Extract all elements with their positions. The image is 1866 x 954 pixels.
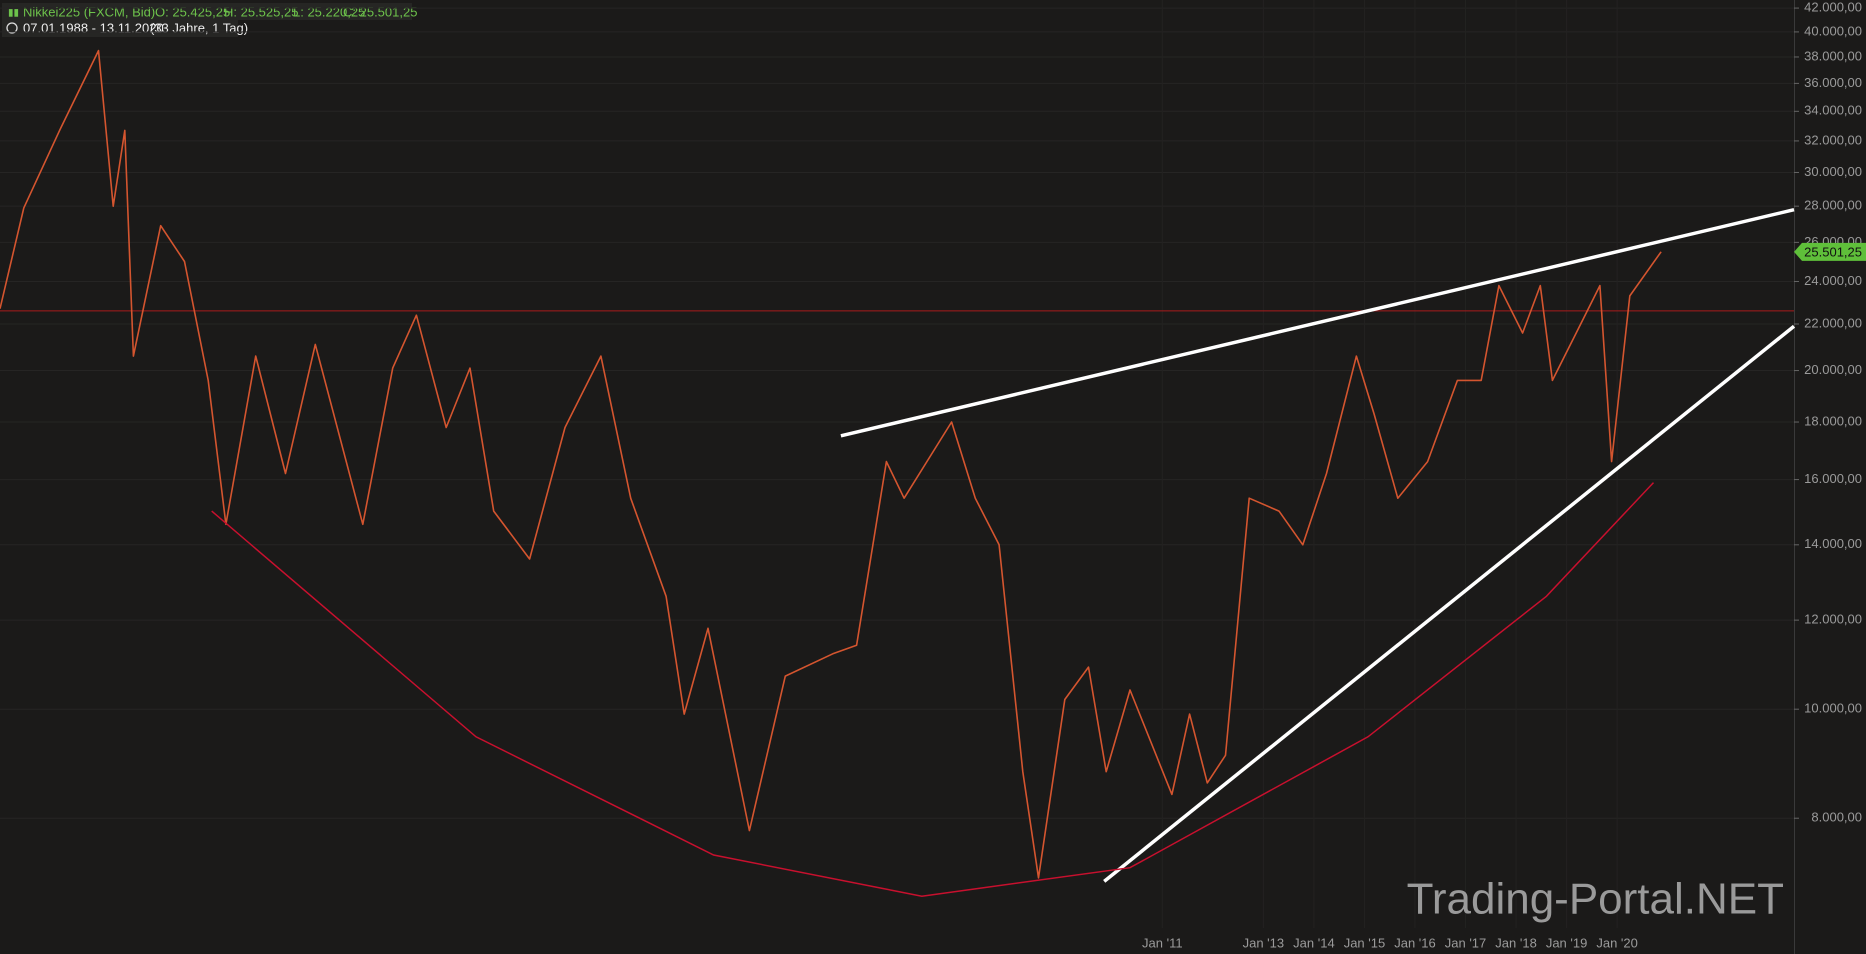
y-tick-label: 18.000,00 [1804,413,1862,428]
x-tick-label: Jan '20 [1596,935,1638,950]
y-tick-label: 24.000,00 [1804,273,1862,288]
x-tick-label: Jan '15 [1344,935,1386,950]
trend-line [211,482,1655,897]
y-tick-label: 10.000,00 [1804,701,1862,716]
clock-icon [6,22,18,34]
y-tick-label: 28.000,00 [1804,198,1862,213]
axis-border [1794,0,1795,954]
y-tick-label: 40.000,00 [1804,23,1862,38]
x-tick-label: Jan '18 [1495,935,1537,950]
x-tick-label: Jan '13 [1243,935,1285,950]
watermark: Trading-Portal.NET [1407,875,1784,924]
icon: ▮▮ [8,8,19,19]
ohlc: H: 25.525,25 [224,4,298,19]
price-line [0,49,1662,879]
x-tick-label: Jan '19 [1546,935,1588,950]
duration: (33 Jahre, 1 Tag) [150,20,248,35]
y-tick-label: 36.000,00 [1804,75,1862,90]
y-tick-label: 30.000,00 [1804,164,1862,179]
header-bg [2,3,412,20]
y-tick-label: 42.000,00 [1804,0,1862,15]
y-tick-label: 32.000,00 [1804,132,1862,147]
ohlc: O: 25.425,25 [155,4,230,19]
y-tick-label: 12.000,00 [1804,612,1862,627]
x-tick-label: Jan '11 [1142,935,1183,950]
price-tag-label: 25.501,25 [1804,244,1862,259]
y-tick-label: 16.000,00 [1804,471,1862,486]
x-tick-label: Jan '17 [1445,935,1487,950]
y-tick-label: 14.000,00 [1804,536,1862,551]
y-tick-label: 22.000,00 [1804,315,1862,330]
trend-line [840,207,1795,438]
price-tag [1794,242,1866,261]
ohlc: C: 25.501,25 [343,4,417,19]
y-tick-label: 8.000,00 [1811,810,1862,825]
y-tick-label: 34.000,00 [1804,103,1862,118]
x-tick-label: Jan '14 [1293,935,1335,950]
header-bg [2,20,238,37]
trend-line [1103,324,1796,883]
y-tick-label: 38.000,00 [1804,48,1862,63]
y-tick-label: 20.000,00 [1804,362,1862,377]
date-range: 07.01.1988 - 13.11.2020 [23,20,164,35]
symbol: Nikkei225 (FXCM, Bid) [23,4,155,19]
x-tick-label: Jan '16 [1394,935,1436,950]
